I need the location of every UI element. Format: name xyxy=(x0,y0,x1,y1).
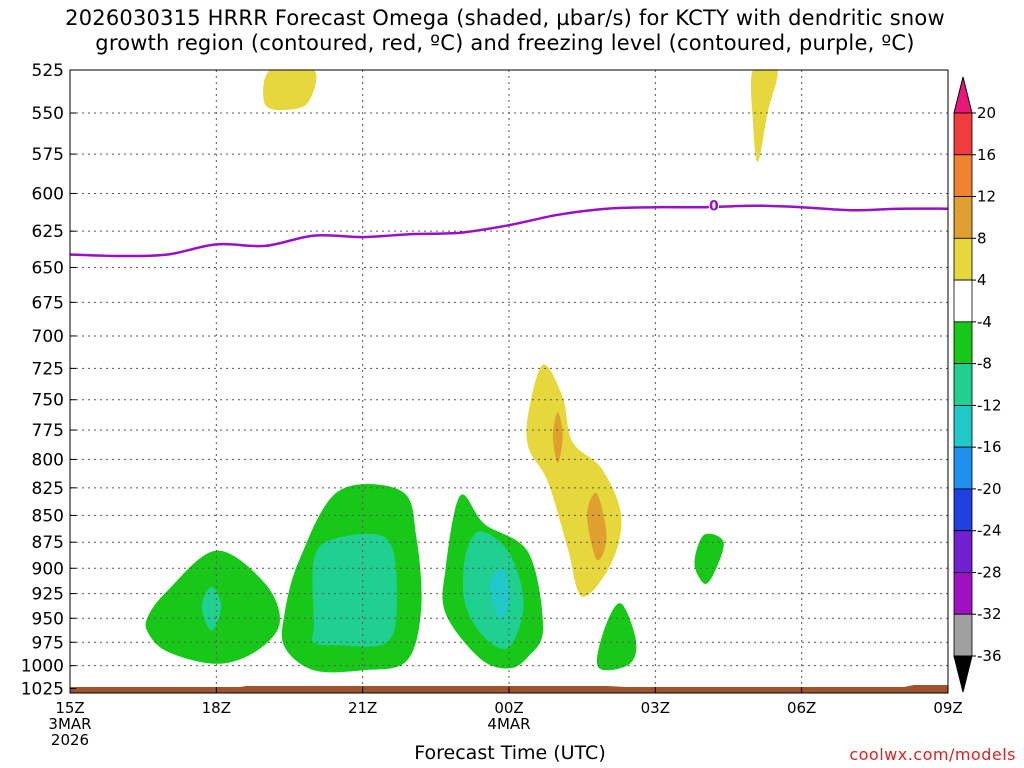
y-tick-label-650: 650 xyxy=(32,258,64,278)
y-tick-label-825: 825 xyxy=(32,479,64,499)
y-tick-label-900: 900 xyxy=(32,559,64,579)
x-tick-label-18Z: 18Z xyxy=(202,699,231,717)
omega-region-8 xyxy=(596,603,637,671)
colorbar-label-16: 16 xyxy=(977,146,996,164)
colorbar-bin-10 xyxy=(953,488,973,532)
colorbar-min-triangle xyxy=(953,655,973,693)
x-tick-sublabel-2026: 2026 xyxy=(51,731,89,749)
colorbar-label--16: -16 xyxy=(977,438,1002,456)
colorbar-label-4: 4 xyxy=(977,271,987,289)
colorbar-bin-4 xyxy=(953,237,973,281)
omega-region-2 xyxy=(201,586,222,631)
freezing-level-layer: 0 xyxy=(69,198,949,258)
y-tick-label-1025: 1025 xyxy=(21,680,64,700)
colorbar-label--32: -32 xyxy=(977,605,1002,623)
credit-link[interactable]: coolwx.com/models xyxy=(849,745,1016,764)
colorbar-bin-13 xyxy=(953,613,973,657)
y-tick-label-550: 550 xyxy=(32,104,64,124)
y-tick-label-600: 600 xyxy=(32,184,64,204)
y-tick-label-975: 975 xyxy=(32,633,64,653)
y-tick-label-875: 875 xyxy=(32,533,64,553)
colorbar-label--4: -4 xyxy=(977,313,992,331)
omega-region-11 xyxy=(552,412,563,463)
omega-region-9 xyxy=(694,533,724,584)
freezing-level-line xyxy=(69,204,949,258)
colorbar-label--8: -8 xyxy=(977,355,992,373)
y-tick-label-625: 625 xyxy=(32,222,64,242)
colorbar-bin-9 xyxy=(953,446,973,490)
colorbar-bin-11 xyxy=(953,530,973,573)
colorbar-label--12: -12 xyxy=(977,396,1002,414)
omega-shading-layer xyxy=(145,70,778,673)
colorbar-label--36: -36 xyxy=(977,647,1002,665)
y-tick-label-950: 950 xyxy=(32,609,64,629)
colorbar-bin-1 xyxy=(953,112,973,156)
omega-region-10 xyxy=(526,364,622,597)
x-tick-label-21Z: 21Z xyxy=(348,699,377,717)
y-tick-label-775: 775 xyxy=(32,421,64,441)
y-tick-label-800: 800 xyxy=(32,450,64,470)
colorbar-bin-7 xyxy=(953,363,973,406)
x-tick-label-06Z: 06Z xyxy=(787,699,816,717)
y-axis: 525 550 575 600 625 650 675 700 725 750 775 800 825 8… xyxy=(21,61,76,700)
x-tick-sublabel-3MAR: 3MAR xyxy=(48,715,91,733)
colorbar-bin-5 xyxy=(953,279,973,323)
y-tick-label-925: 925 xyxy=(32,585,64,605)
colorbar-label--24: -24 xyxy=(977,522,1002,540)
x-tick-label-15Z: 15Z xyxy=(55,699,84,717)
colorbar-label-12: 12 xyxy=(977,188,996,206)
colorbar-bin-3 xyxy=(953,196,973,239)
colorbar: 20 16 12 8 4 -4 -8 -12 -16 -20 -24 -28 -32 -36 xyxy=(953,76,1002,693)
freezing-level-label-bg xyxy=(708,198,719,212)
omega-region-4 xyxy=(312,533,397,647)
y-tick-label-850: 850 xyxy=(32,506,64,526)
y-tick-label-575: 575 xyxy=(32,145,64,165)
colorbar-label--20: -20 xyxy=(977,480,1002,498)
x-tick-label-00Z: 00Z xyxy=(494,699,523,717)
omega-region-12 xyxy=(587,492,607,561)
omega-region-14 xyxy=(750,70,778,163)
chart-title-line2: growth region (contoured, red, ºC) and f… xyxy=(95,31,915,55)
omega-region-7 xyxy=(489,567,510,619)
colorbar-label-20: 20 xyxy=(977,104,996,122)
y-tick-label-700: 700 xyxy=(32,327,64,347)
x-tick-label-03Z: 03Z xyxy=(641,699,670,717)
freezing-level-label: 0 xyxy=(709,199,719,215)
y-tick-label-1000: 1000 xyxy=(21,657,64,677)
chart-title: 2026030315 HRRR Forecast Omega (shaded, … xyxy=(0,6,1010,56)
chart-title-line1: 2026030315 HRRR Forecast Omega (shaded, … xyxy=(65,6,945,30)
y-tick-label-675: 675 xyxy=(32,293,64,313)
colorbar-bin-12 xyxy=(953,572,973,615)
colorbar-label--28: -28 xyxy=(977,563,1002,581)
colorbar-max-triangle xyxy=(953,76,973,114)
colorbar-label-8: 8 xyxy=(977,229,987,247)
colorbar-bin-2 xyxy=(953,154,973,197)
y-tick-label-525: 525 xyxy=(32,61,64,81)
omega-region-13 xyxy=(263,70,317,111)
x-tick-label-09Z: 09Z xyxy=(933,699,962,717)
colorbar-bin-8 xyxy=(953,404,973,448)
x-tick-sublabel-4MAR: 4MAR xyxy=(487,715,530,733)
x-axis-title: Forecast Time (UTC) xyxy=(414,742,606,764)
y-tick-label-750: 750 xyxy=(32,391,64,411)
y-tick-label-725: 725 xyxy=(32,359,64,379)
colorbar-bin-6 xyxy=(953,321,973,365)
